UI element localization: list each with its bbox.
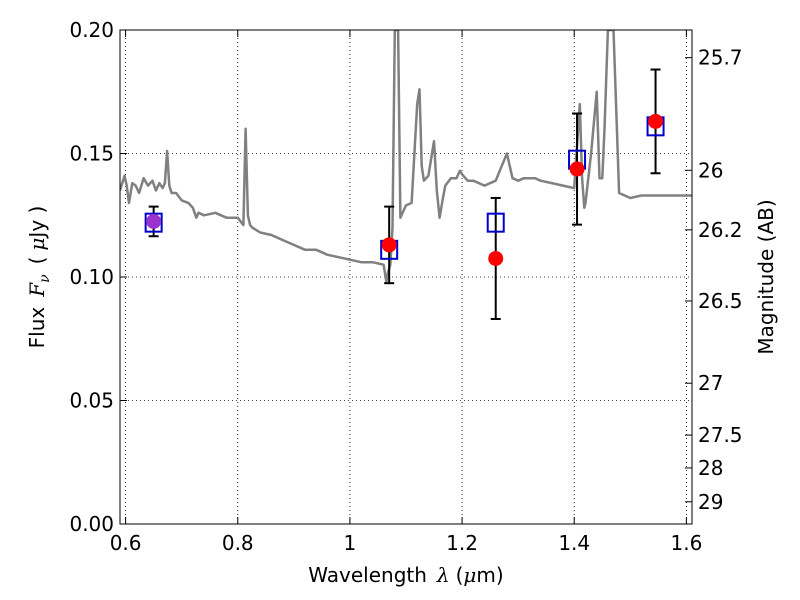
x-axis-title-unit: m) — [476, 563, 503, 587]
x-axis-title-paren: ( — [456, 563, 464, 587]
left-y-axis-title: Flux Fν ( μJy ) — [25, 206, 53, 349]
y-tick-label: 0.05 — [69, 389, 114, 413]
observed-photometry-markers — [146, 113, 664, 266]
right-tick-label: 25.7 — [698, 46, 743, 70]
y-tick-label: 0.20 — [69, 18, 114, 42]
y-tick-label: 0.00 — [69, 512, 114, 536]
left-y-axis-title-subscript: ν — [37, 274, 53, 283]
right-tick-label: 26.5 — [698, 289, 743, 313]
x-tick-label: 1 — [344, 531, 357, 555]
x-axis-ticks: 0.6 0.8 1 1.2 1.4 1.6 — [110, 30, 702, 555]
left-y-axis-title-mu: μ — [25, 238, 49, 251]
left-y-axis-title-paren: ( — [25, 257, 49, 265]
right-tick-label: 26.2 — [698, 218, 743, 242]
x-tick-label: 1.6 — [670, 531, 702, 555]
x-tick-label: 0.6 — [110, 531, 142, 555]
left-y-axis-title-symbol: F — [25, 282, 49, 298]
y-axis-ticks: 0.00 0.05 0.10 0.15 0.20 — [69, 18, 127, 536]
left-y-axis-title-unit: Jy ) — [25, 206, 49, 240]
right-tick-label: 29 — [698, 490, 723, 514]
right-y-axis-title: Magnitude (AB) — [754, 199, 778, 354]
x-axis-title-text: Wavelength — [308, 563, 427, 587]
observed-photometry-point — [488, 250, 504, 266]
x-axis-title-symbol: λ — [436, 563, 450, 587]
x-tick-label: 1.4 — [558, 531, 590, 555]
model-photometry-square — [486, 212, 505, 233]
observed-photometry-point — [569, 161, 585, 177]
right-tick-label: 27.5 — [698, 423, 743, 447]
right-axis-ticks: 25.7 26 26.2 26.5 27 27.5 28 29 — [685, 46, 743, 514]
x-axis-title-mu: μ — [463, 563, 476, 587]
x-axis-title: Wavelength λ (μm) — [308, 563, 503, 587]
x-tick-label: 1.2 — [446, 531, 478, 555]
x-tick-label: 0.8 — [222, 531, 254, 555]
right-tick-label: 26 — [698, 158, 723, 182]
observed-photometry-point — [146, 213, 162, 229]
left-y-axis-title-text: Flux — [25, 307, 49, 349]
right-tick-label: 27 — [698, 371, 723, 395]
model-photometry-square — [144, 212, 163, 233]
y-tick-label: 0.10 — [69, 265, 114, 289]
observed-photometry-point — [381, 237, 397, 253]
observed-photometry-point — [648, 113, 664, 129]
right-tick-label: 28 — [698, 456, 723, 480]
y-tick-label: 0.15 — [69, 142, 114, 166]
